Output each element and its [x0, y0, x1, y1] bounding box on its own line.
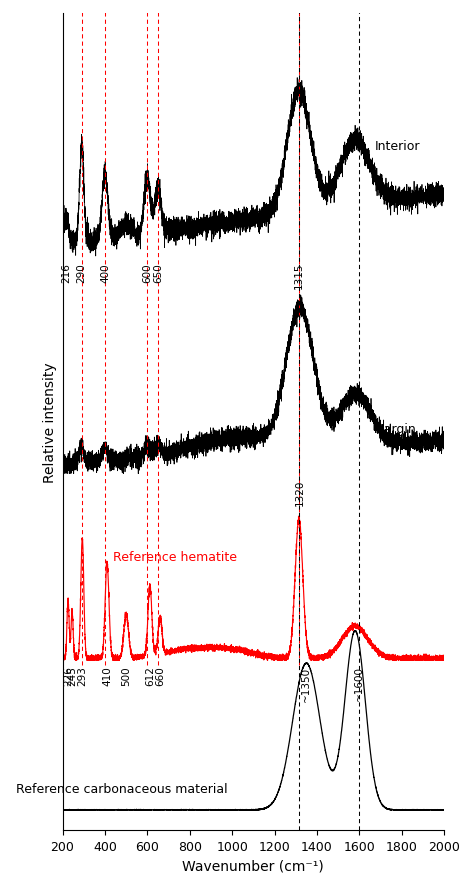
Text: 226: 226	[63, 665, 73, 686]
Text: 290: 290	[77, 262, 87, 283]
Text: 650: 650	[153, 262, 163, 283]
Text: 245: 245	[67, 665, 77, 686]
Text: ~1350: ~1350	[301, 665, 311, 701]
Text: ~1600: ~1600	[355, 665, 365, 701]
Text: Reference carbonaceous material: Reference carbonaceous material	[16, 782, 228, 795]
Text: 612: 612	[145, 665, 155, 686]
Text: 410: 410	[102, 665, 112, 686]
Text: 660: 660	[155, 665, 165, 686]
Text: Margin: Margin	[374, 423, 417, 436]
Y-axis label: Relative intensity: Relative intensity	[43, 361, 57, 482]
Text: 500: 500	[121, 665, 131, 685]
Text: 1320: 1320	[295, 479, 305, 505]
Text: 293: 293	[77, 665, 87, 686]
Text: 600: 600	[142, 262, 152, 283]
Text: 1315: 1315	[294, 262, 304, 289]
Text: 216: 216	[61, 262, 71, 283]
Text: 400: 400	[100, 262, 110, 283]
Text: Interior: Interior	[375, 140, 420, 153]
X-axis label: Wavenumber (cm⁻¹): Wavenumber (cm⁻¹)	[182, 859, 324, 872]
Text: Reference hematite: Reference hematite	[113, 550, 237, 563]
